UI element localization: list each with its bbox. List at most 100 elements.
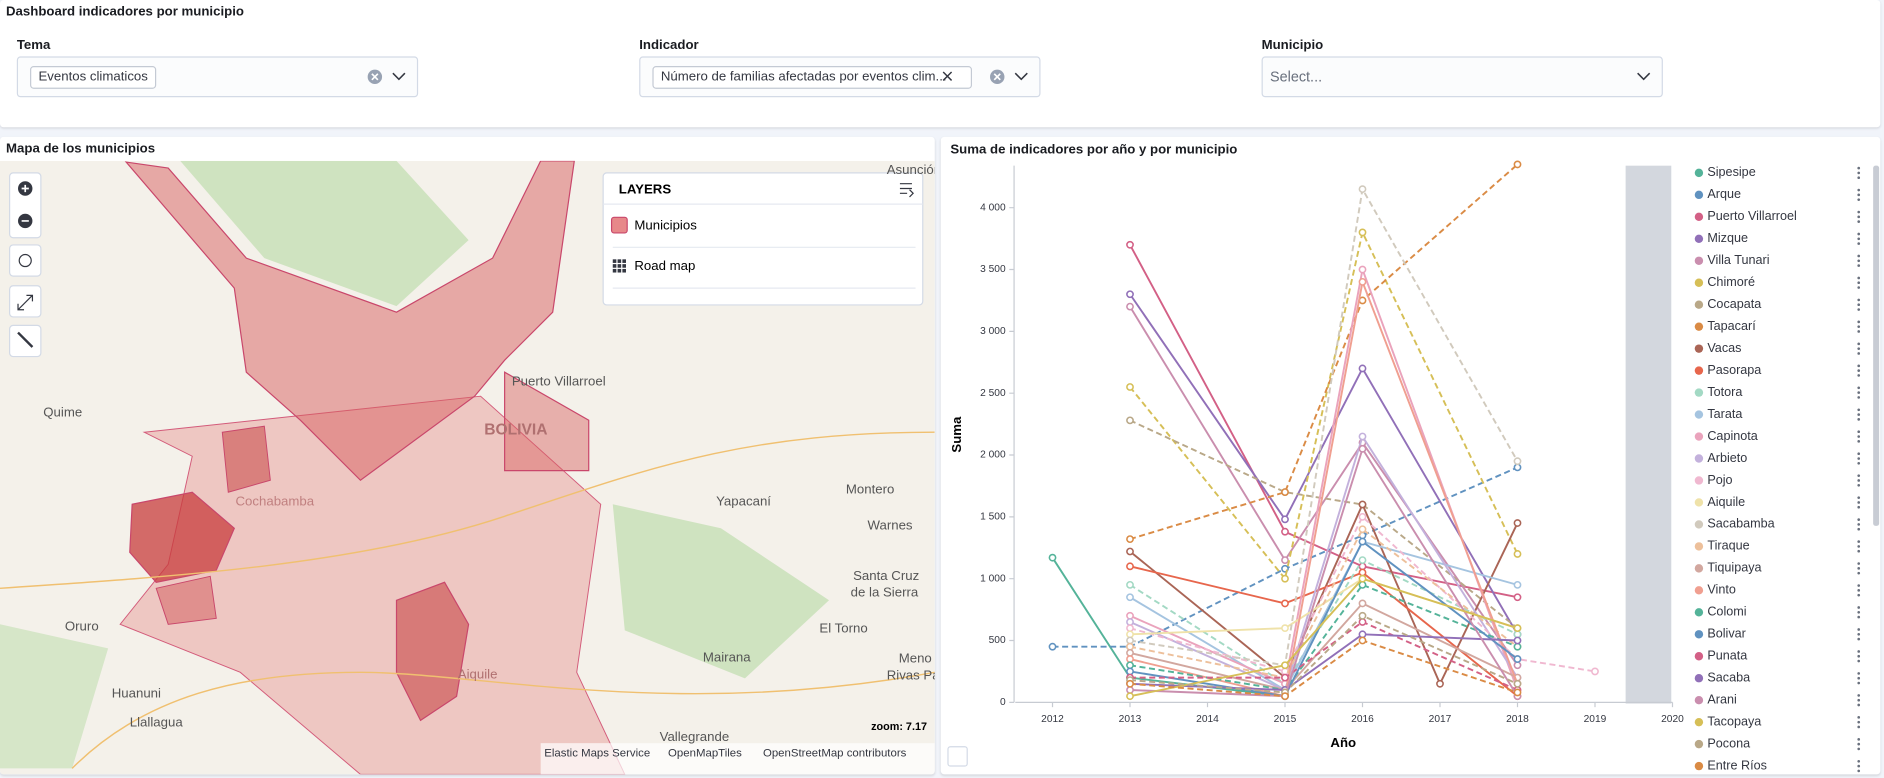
legend-menu-dot: [1857, 418, 1861, 421]
data-point: [1513, 519, 1522, 527]
data-point: [1126, 535, 1134, 544]
legend-menu-dot: [1857, 615, 1861, 619]
legend-label: Entre Ríos: [1707, 758, 1767, 772]
legend-toggle[interactable]: [947, 746, 968, 767]
legend-menu-dot: [1857, 276, 1861, 280]
series-line: [1129, 577, 1518, 698]
y-tick-label: 2 000: [980, 450, 1006, 461]
y-tick-label: 3 500: [980, 264, 1006, 275]
data-point: [1358, 574, 1367, 583]
legend-label: Cocapata: [1707, 297, 1762, 311]
filter-select[interactable]: Select...: [1261, 56, 1663, 98]
select-icons: [990, 69, 1028, 85]
legend-menu-dot: [1857, 549, 1861, 553]
legend-menu-dot: [1857, 571, 1861, 575]
legend-menu-dot: [1857, 483, 1861, 487]
filter-label: Municipio: [1261, 38, 1324, 53]
data-point: [1281, 661, 1289, 670]
series-line: [1129, 278, 1519, 698]
legend-menu-dot: [1857, 440, 1861, 443]
layer-item[interactable]: Road map: [634, 259, 696, 274]
y-tick-label: 4 000: [980, 202, 1006, 213]
legend-menu-dot: [1857, 461, 1861, 465]
legend-swatch: [1694, 520, 1704, 529]
data-point: [1513, 655, 1522, 663]
legend-menu-dot: [1857, 698, 1861, 702]
chip-remove[interactable]: [941, 70, 955, 84]
data-point: [1358, 537, 1367, 546]
legend-menu-dot: [1857, 742, 1861, 746]
series-line: [1129, 446, 1519, 698]
map-place: Cochabamba: [235, 494, 315, 510]
legend-menu-dot: [1857, 215, 1861, 219]
legend-menu-dot: [1857, 193, 1861, 197]
attribution[interactable]: Elastic Maps Service: [544, 746, 651, 760]
legend-menu-dot: [1857, 259, 1861, 263]
filter-select[interactable]: Eventos climaticos: [16, 56, 419, 98]
filter-select[interactable]: Número de familias afectadas por eventos…: [639, 56, 1041, 98]
data-point: [1126, 547, 1134, 556]
legend-menu-dot: [1857, 769, 1861, 773]
data-point: [1358, 618, 1367, 626]
y-tick-label: 0: [1000, 697, 1006, 708]
select-icon: [1637, 72, 1651, 81]
data-point: [1358, 265, 1367, 274]
legend-menu-dot: [1857, 610, 1861, 614]
series-line: [1129, 565, 1519, 697]
legend-menu-dot: [1857, 659, 1861, 663]
data-point: [1513, 580, 1522, 589]
legend-label: Arque: [1707, 187, 1741, 201]
layer-item[interactable]: Municipios: [634, 218, 697, 233]
series-line: [1129, 434, 1519, 692]
select-placeholder: Select...: [1269, 68, 1323, 86]
data-point: [1126, 624, 1134, 633]
legend-menu-dot: [1857, 738, 1861, 741]
data-point: [1358, 228, 1367, 237]
data-point: [1126, 580, 1134, 589]
y-axis-title: Suma: [949, 416, 964, 453]
legend-menu-dot: [1857, 457, 1861, 460]
legend-menu-dot: [1857, 593, 1861, 597]
legend-swatch: [1694, 652, 1704, 661]
series-line: [1129, 540, 1518, 692]
attribution[interactable]: OpenStreetMap contributors: [762, 746, 907, 760]
y-tick-label: 1 500: [980, 512, 1006, 523]
legend-label: Pasorapa: [1707, 363, 1762, 377]
legend-swatch: [1694, 761, 1704, 771]
legend-swatch: [1694, 695, 1704, 705]
data-point: [1513, 636, 1522, 645]
map-place: Santa Cruz: [853, 569, 920, 584]
data-point: [1358, 444, 1367, 453]
data-point: [1281, 574, 1289, 583]
data-point: [1126, 593, 1134, 602]
data-point: [1358, 611, 1367, 620]
data-point: [1513, 624, 1522, 633]
legend-label: Pojo: [1707, 473, 1732, 487]
data-point: [1126, 290, 1134, 299]
map-place: Asunción: [886, 163, 935, 178]
legend-label: Chimoré: [1707, 275, 1755, 289]
data-point: [1358, 580, 1367, 589]
data-point: [1126, 655, 1134, 663]
legend-swatch: [1694, 586, 1704, 595]
data-point: [1358, 630, 1367, 639]
data-point: [1358, 364, 1367, 373]
x-tick-label: 2019: [1584, 714, 1607, 725]
legend-menu-dot: [1857, 347, 1861, 350]
legend-swatch: [1694, 542, 1704, 551]
attribution[interactable]: OpenMapTiles: [668, 746, 742, 760]
data-point: [1126, 667, 1134, 676]
data-point: [1513, 630, 1522, 639]
data-point: [1281, 673, 1289, 682]
legend-menu-dot: [1857, 725, 1861, 729]
data-point: [1126, 636, 1134, 645]
legend-menu-dot: [1857, 286, 1861, 289]
legend-label: Arani: [1707, 693, 1736, 707]
series-line: [1129, 186, 1519, 667]
legend-menu-dot: [1857, 527, 1861, 531]
data-point: [1281, 488, 1289, 497]
data-point: [1513, 661, 1522, 670]
scrollbar[interactable]: [1873, 165, 1880, 526]
data-point: [1513, 679, 1522, 688]
